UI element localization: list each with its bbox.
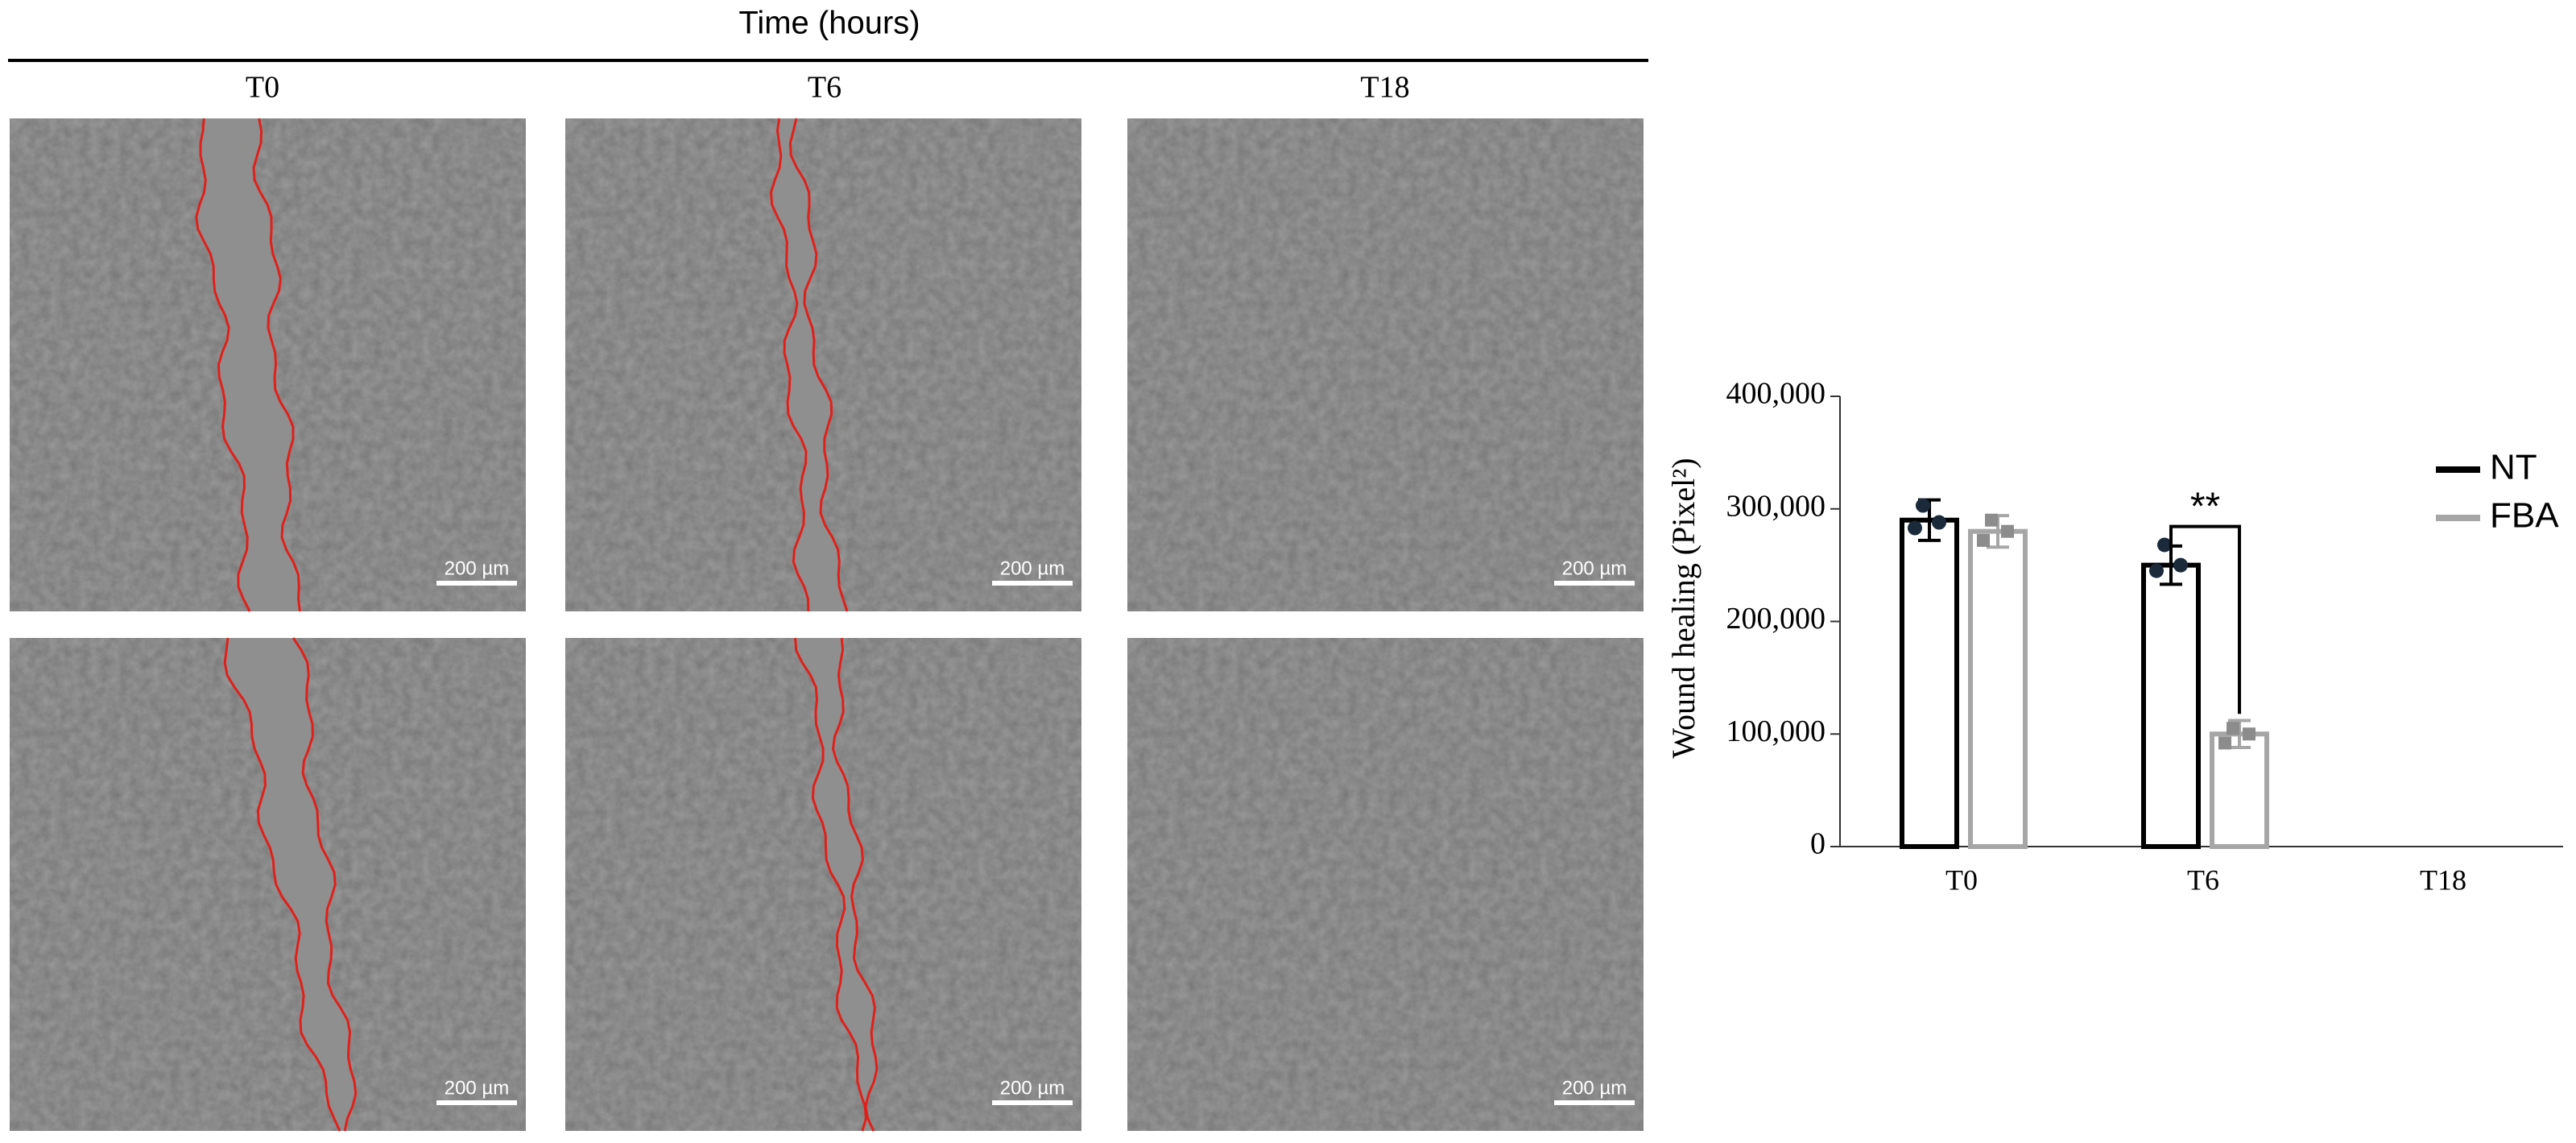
data-point — [2001, 524, 2014, 538]
wound-edge — [794, 637, 867, 1132]
scale-bar-label: 200 µm — [444, 1077, 510, 1099]
bar — [1968, 528, 2028, 849]
wound-edge — [769, 118, 810, 612]
y-tick-label: 0 — [1810, 827, 1826, 861]
x-tick-label: T6 — [2187, 863, 2219, 896]
y-tick-label: 300,000 — [1726, 489, 1826, 523]
legend-label: NT — [2490, 448, 2537, 487]
bar — [2210, 731, 2269, 849]
significance-bracket — [2169, 524, 2241, 714]
y-tick-label: 200,000 — [1726, 602, 1826, 636]
wound-edge — [788, 118, 849, 612]
figure-title: Time (hours) — [738, 6, 920, 41]
data-point — [1932, 515, 1946, 530]
data-point — [2149, 563, 2164, 578]
y-tick-label: 100,000 — [1726, 714, 1826, 748]
scale-bar-label: 200 µm — [1562, 1077, 1627, 1099]
legend-label: FBA — [2490, 496, 2559, 536]
data-point — [2243, 727, 2256, 741]
micrograph-image — [1127, 638, 1644, 1131]
data-point — [2218, 736, 2231, 750]
micrograph: 200 µm — [565, 637, 1081, 1132]
column-label: T6 — [808, 71, 841, 105]
micrograph: 200 µm — [10, 637, 526, 1132]
wound-area — [771, 118, 847, 611]
data-point — [2173, 557, 2188, 573]
micrograph: 200 µm — [1127, 118, 1644, 611]
x-tick-label: T0 — [1945, 863, 1978, 896]
bar — [1900, 517, 1959, 849]
column-label: T18 — [1360, 71, 1409, 105]
wound-area — [196, 118, 300, 611]
wound-area — [795, 638, 877, 1131]
micrograph: 200 µm — [1127, 638, 1644, 1131]
x-tick-label: T18 — [2420, 863, 2466, 896]
scale-bar-label: 200 µm — [1000, 557, 1065, 579]
micrograph: 200 µm — [10, 118, 526, 612]
data-point — [1985, 513, 1998, 527]
scale-bar-label: 200 µm — [444, 557, 510, 579]
data-point — [1977, 533, 1990, 547]
wound-edge — [831, 637, 879, 1132]
column-label: T0 — [246, 71, 279, 105]
y-tick-label: 400,000 — [1726, 377, 1826, 411]
data-point — [1916, 498, 1930, 513]
y-axis-label: Wound healing (Pixel²) — [1665, 458, 1701, 758]
wound-edge — [223, 637, 341, 1132]
scale-bar-label: 200 µm — [1000, 1077, 1065, 1099]
bar — [2141, 562, 2201, 849]
wound-edge — [252, 118, 301, 612]
micrograph: 200 µm — [565, 118, 1081, 612]
significance-label: ** — [2190, 485, 2220, 528]
wound-edge — [292, 637, 358, 1132]
wound-area — [225, 638, 356, 1131]
wound-edge — [195, 118, 251, 612]
data-point — [2227, 722, 2239, 735]
data-point — [2157, 537, 2172, 553]
data-point — [1908, 520, 1922, 536]
scale-bar-label: 200 µm — [1562, 557, 1627, 579]
micrograph-image — [1127, 118, 1644, 611]
